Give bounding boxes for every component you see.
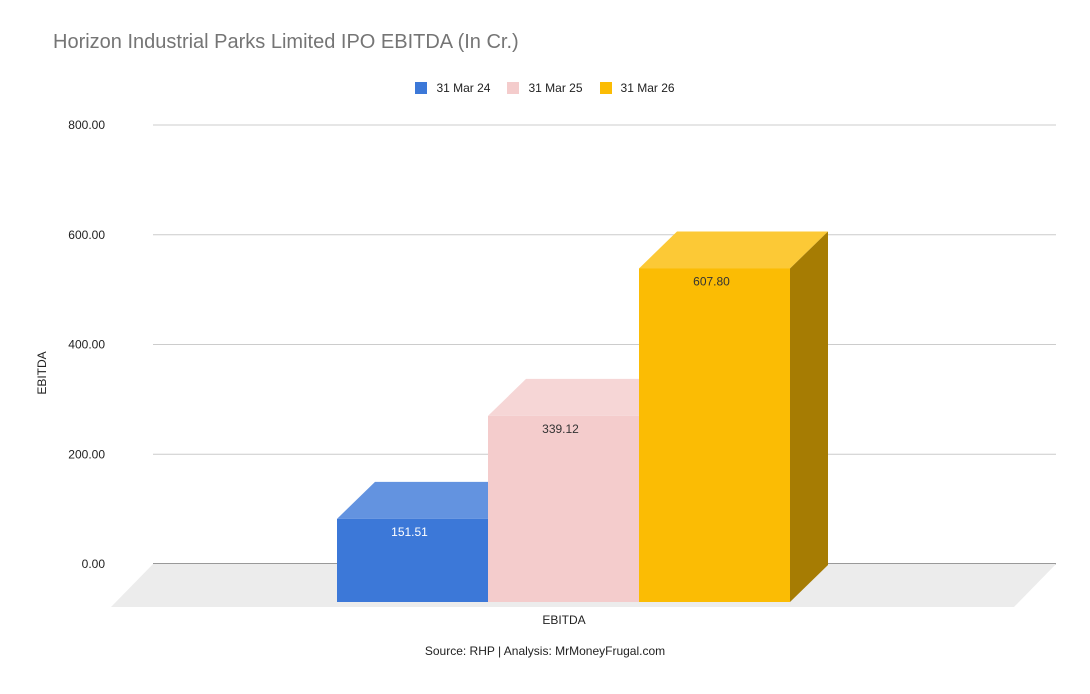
- bar-top-face: [337, 481, 526, 519]
- bar-top-face: [488, 378, 677, 416]
- bars: 151.51 339.12 607.80: [337, 231, 828, 602]
- y-tick-label: 200.00: [68, 447, 105, 461]
- chart-legend: 31 Mar 24 31 Mar 25 31 Mar 26: [0, 81, 1090, 95]
- x-axis-category-label: EBITDA: [542, 613, 585, 627]
- data-label: 607.80: [693, 274, 730, 288]
- data-label: 339.12: [542, 422, 579, 436]
- legend-swatch: [415, 82, 428, 94]
- y-tick-label: 0.00: [82, 557, 106, 571]
- y-tick-label: 600.00: [68, 228, 105, 242]
- bar-side-face: [790, 231, 828, 602]
- legend-item-31-mar-26[interactable]: 31 Mar 26: [599, 81, 675, 95]
- legend-swatch: [599, 82, 612, 94]
- y-axis-ticks: 0.00 200.00 400.00 600.00 800.00: [68, 118, 105, 571]
- chart-title: Horizon Industrial Parks Limited IPO EBI…: [53, 31, 519, 53]
- legend-swatch: [507, 82, 520, 94]
- bar-front-face: [488, 415, 639, 602]
- legend-item-31-mar-24[interactable]: 31 Mar 24: [415, 81, 490, 95]
- bar-31-mar-25[interactable]: 339.12: [488, 378, 677, 602]
- y-tick-label: 800.00: [68, 118, 105, 132]
- y-axis-label: EBITDA: [35, 351, 49, 394]
- source-note: Source: RHP | Analysis: MrMoneyFrugal.co…: [424, 644, 666, 658]
- legend-label: 31 Mar 24: [436, 81, 491, 95]
- bar-front-face: [639, 268, 790, 602]
- data-label: 151.51: [391, 525, 428, 539]
- bar-31-mar-26[interactable]: 607.80: [639, 231, 828, 602]
- bar-31-mar-24[interactable]: 151.51: [337, 481, 526, 602]
- legend-item-31-mar-25[interactable]: 31 Mar 25: [507, 81, 583, 95]
- bar-front-face: [337, 518, 488, 602]
- legend-label: 31 Mar 26: [620, 81, 675, 95]
- y-tick-label: 400.00: [68, 338, 105, 352]
- legend-label: 31 Mar 25: [528, 81, 583, 95]
- bar-top-face: [639, 231, 828, 269]
